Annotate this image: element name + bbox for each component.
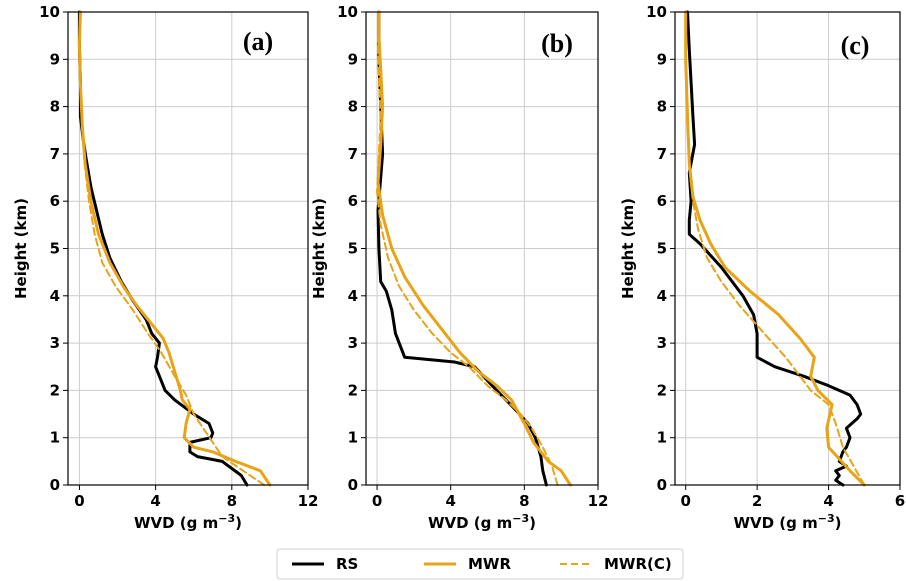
x-tick-label: 4: [823, 492, 833, 510]
y-axis-label: Height (km): [310, 198, 328, 299]
x-tick-label: 12: [298, 492, 319, 510]
series-line-mwrc: [376, 11, 559, 486]
y-tick-label: 3: [50, 334, 60, 352]
legend-label: RS: [336, 555, 358, 573]
y-tick-label: 0: [657, 476, 667, 494]
x-tick-label: 0: [372, 492, 382, 510]
y-tick-label: 7: [348, 145, 358, 163]
y-tick-label: 9: [348, 50, 358, 68]
y-tick-label: 6: [348, 192, 358, 210]
x-axis-label: WVD (g m−3): [428, 512, 536, 532]
y-tick-label: 8: [348, 98, 358, 116]
x-tick-label: 8: [519, 492, 529, 510]
y-axis-label: Height (km): [619, 198, 637, 299]
series-line-mwrc: [78, 11, 266, 486]
y-tick-label: 5: [50, 240, 60, 258]
y-tick-label: 9: [657, 50, 667, 68]
y-tick-label: 8: [50, 98, 60, 116]
y-tick-label: 4: [657, 287, 667, 305]
panel-label: (b): [541, 29, 573, 58]
y-tick-label: 0: [50, 476, 60, 494]
y-tick-label: 5: [657, 240, 667, 258]
y-tick-label: 3: [657, 334, 667, 352]
legend-label: MWR: [468, 555, 511, 573]
y-tick-label: 1: [348, 429, 358, 447]
x-tick-label: 4: [150, 492, 160, 510]
x-tick-label: 12: [588, 492, 609, 510]
y-tick-label: 3: [348, 334, 358, 352]
legend: RS MWR MWR(C): [276, 548, 684, 580]
series-line-mwrc: [684, 11, 866, 486]
y-tick-label: 2: [50, 381, 60, 399]
y-tick-label: 1: [657, 429, 667, 447]
y-tick-label: 9: [50, 50, 60, 68]
y-tick-label: 7: [50, 145, 60, 163]
y-axis-label: Height (km): [12, 198, 30, 299]
legend-label: MWR(C): [604, 555, 672, 573]
y-tick-label: 6: [50, 192, 60, 210]
series-line-rs: [376, 10, 548, 487]
y-tick-label: 7: [657, 145, 667, 163]
series-line-mwr: [376, 10, 572, 487]
x-tick-label: 0: [680, 492, 690, 510]
panel-label: (a): [243, 27, 273, 56]
x-tick-label: 8: [227, 492, 237, 510]
x-tick-label: 2: [752, 492, 762, 510]
y-tick-label: 8: [657, 98, 667, 116]
x-tick-label: 6: [895, 492, 905, 510]
y-tick-label: 0: [348, 476, 358, 494]
x-axis-label: WVD (g m−3): [733, 512, 841, 532]
y-tick-label: 10: [39, 3, 60, 21]
panel-c: 0 1 2 3 4 5 6 7 8 9 10 0 2 4 6 WVD (g m−3) Height (km) (c…: [619, 3, 905, 532]
y-tick-label: 2: [348, 381, 358, 399]
y-tick-label: 4: [50, 287, 60, 305]
y-tick-label: 4: [348, 287, 358, 305]
legend-frame: [276, 548, 684, 580]
y-tick-label: 6: [657, 192, 667, 210]
x-tick-label: 4: [445, 492, 455, 510]
panel-label: (c): [841, 31, 870, 60]
y-tick-label: 10: [337, 3, 358, 21]
y-tick-label: 1: [50, 429, 60, 447]
y-tick-label: 10: [646, 3, 667, 21]
x-axis-label: WVD (g m−3): [134, 512, 242, 532]
y-tick-label: 5: [348, 240, 358, 258]
x-tick-label: 0: [74, 492, 84, 510]
y-tick-label: 2: [657, 381, 667, 399]
